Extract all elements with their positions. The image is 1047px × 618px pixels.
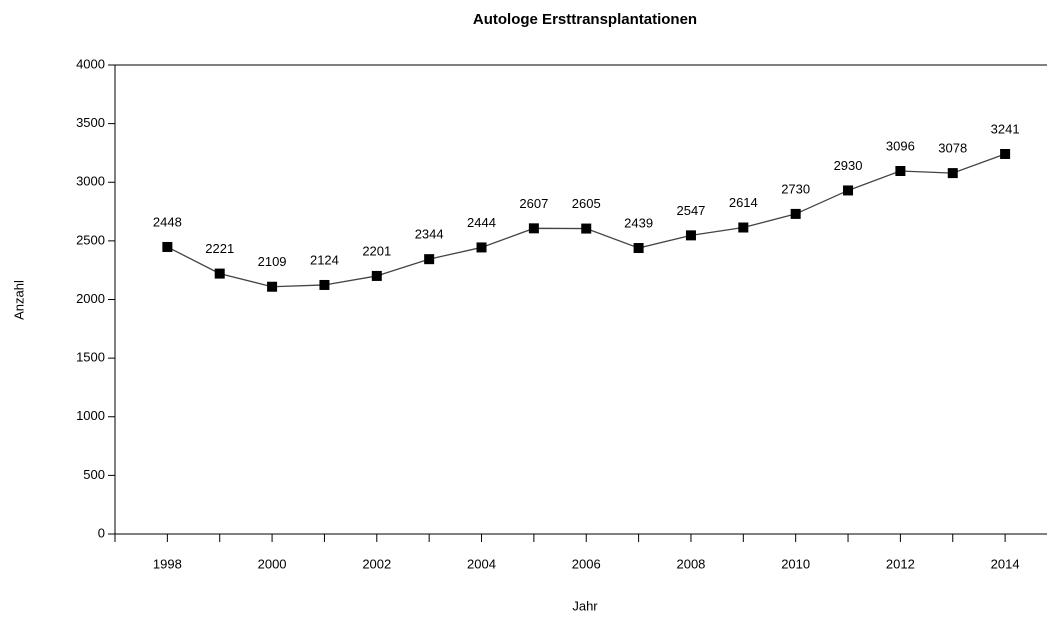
y-tick-label: 0: [98, 525, 105, 540]
data-point: [214, 268, 225, 279]
data-point: [633, 243, 644, 254]
y-tick-label: 500: [83, 467, 105, 482]
x-tick-label: 1998: [153, 556, 182, 571]
series-line: [167, 153, 1006, 288]
data-label: 2439: [624, 215, 653, 230]
data-point: [319, 279, 330, 290]
chart-title: Autologe Ersttransplantationen: [473, 11, 697, 28]
data-label: 3096: [886, 138, 915, 153]
x-tick-label: 2012: [886, 556, 915, 571]
x-tick-label: 2006: [572, 556, 601, 571]
data-label: 2344: [415, 227, 444, 242]
y-tick-label: 2000: [76, 291, 105, 306]
data-label: 2605: [572, 196, 601, 211]
data-label: 2124: [310, 252, 339, 267]
x-tick-label: 2008: [676, 556, 705, 571]
x-tick-label: 2004: [467, 556, 496, 571]
data-label: 2730: [781, 181, 810, 196]
data-point: [424, 254, 435, 265]
data-label: 2930: [834, 158, 863, 173]
data-point: [843, 185, 854, 196]
data-label: 2201: [362, 243, 391, 258]
x-tick-label: 2010: [781, 556, 810, 571]
y-tick-label: 2500: [76, 232, 105, 247]
data-point: [371, 270, 382, 281]
data-label: 2444: [467, 215, 496, 230]
data-label: 2448: [153, 214, 182, 229]
data-label: 2109: [258, 254, 287, 269]
data-label: 2614: [729, 195, 758, 210]
data-label: 2547: [676, 203, 705, 218]
x-tick-label: 2014: [991, 556, 1020, 571]
data-point: [162, 241, 173, 252]
data-label: 3241: [991, 121, 1020, 136]
data-point: [895, 165, 906, 176]
y-tick-label: 3000: [76, 174, 105, 189]
data-point: [581, 223, 592, 234]
y-tick-label: 1500: [76, 350, 105, 365]
data-point: [267, 281, 278, 292]
data-point: [528, 223, 539, 234]
data-point: [947, 168, 958, 179]
x-tick-label: 2002: [362, 556, 391, 571]
data-label: 2607: [519, 196, 548, 211]
y-axis-label: Anzahl: [11, 280, 26, 320]
data-point: [738, 222, 749, 233]
y-tick-label: 1000: [76, 408, 105, 423]
data-label: 3078: [938, 141, 967, 156]
x-tick-label: 2000: [258, 556, 287, 571]
y-tick-label: 4000: [76, 56, 105, 71]
y-tick-label: 3500: [76, 115, 105, 130]
data-point: [790, 208, 801, 219]
data-point: [685, 230, 696, 241]
data-point: [1000, 148, 1011, 159]
x-axis-label: Jahr: [572, 598, 598, 613]
data-point: [476, 242, 487, 253]
data-label: 2221: [205, 241, 234, 256]
